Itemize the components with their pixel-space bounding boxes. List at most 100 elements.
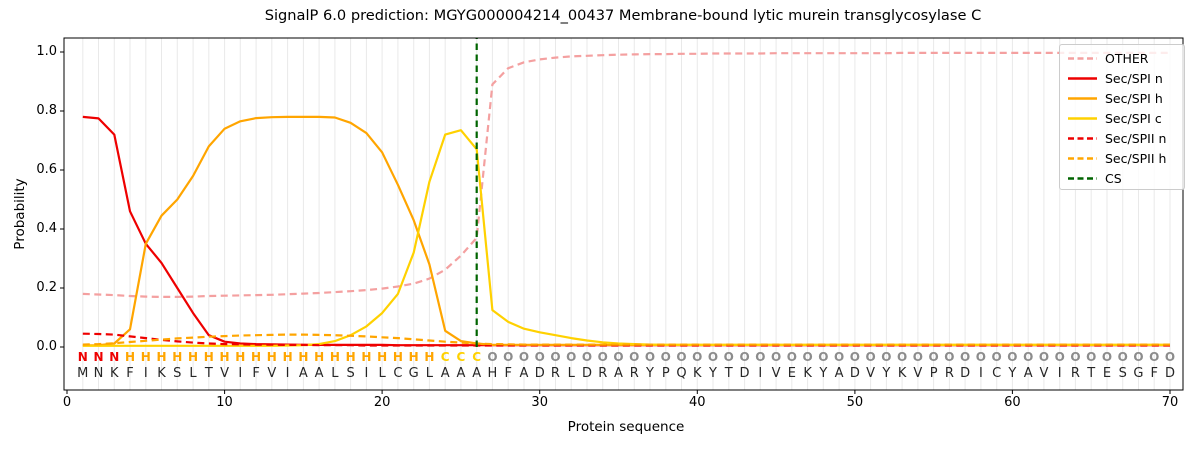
residue-letter: D [960, 366, 971, 381]
residue-region-label: O [1038, 350, 1050, 364]
residue-region-label: H [219, 350, 230, 364]
residue-letter: A [298, 366, 308, 381]
residue-letter: A [834, 366, 844, 381]
residue-region-label: O [487, 350, 498, 364]
legend-label: OTHER [1105, 50, 1149, 66]
residue-letter: S [1118, 366, 1127, 381]
plot-border [63, 37, 1184, 391]
residue-region-label: O [1101, 350, 1113, 364]
legend-item: Sec/SPI h [1060, 88, 1184, 108]
residue-region-label: H [235, 350, 246, 364]
residue-letter: A [472, 366, 482, 381]
residue-letter: I [143, 366, 148, 381]
legend-line-sample [1068, 176, 1097, 180]
residue-letter: I [758, 366, 763, 381]
x-tick-label: 70 [1161, 395, 1179, 410]
residue-letter: R [550, 366, 560, 381]
residue-letter: L [567, 366, 575, 381]
residue-letter: T [1087, 366, 1096, 381]
residue-region-label: O [865, 350, 876, 364]
residue-letter: T [724, 366, 733, 381]
x-tick-label: 40 [688, 395, 706, 410]
series-line-sec-spi-n [82, 115, 1170, 347]
residue-region-label: N [109, 350, 120, 364]
residue-region-label: C [440, 350, 450, 364]
residue-letter: V [913, 366, 923, 381]
y-tick-label: 0.6 [36, 162, 57, 177]
legend: OTHER Sec/SPI n Sec/SPI h Sec/SPI c Sec/SPII… [1059, 44, 1185, 190]
residue-region-label: O [849, 350, 860, 364]
residue-letter: L [331, 366, 339, 381]
residue-letter: R [598, 366, 608, 381]
residue-letter: R [629, 366, 639, 381]
residue-letter: R [1070, 366, 1080, 381]
residue-letter: V [1039, 366, 1049, 381]
legend-item: Sec/SPI n [1060, 68, 1184, 88]
residue-region-label: N [93, 350, 104, 364]
residue-region-label: H [424, 350, 435, 364]
x-tick-label: 60 [1004, 395, 1021, 410]
residue-region-label: O [1023, 350, 1034, 364]
residue-region-label: H [314, 350, 325, 364]
residue-letter: G [1133, 366, 1144, 381]
y-axis-title: Probability [12, 178, 28, 250]
y-tick-label: 0.0 [36, 339, 57, 354]
residue-letter: K [693, 366, 702, 381]
residue-region-label: H [251, 350, 262, 364]
residue-region-label: O [1070, 350, 1081, 364]
residue-letter: E [787, 366, 796, 381]
residue-region-label: H [408, 350, 419, 364]
residue-region-label: O [897, 350, 908, 364]
residue-letter: V [220, 366, 230, 381]
residue-region-label: H [266, 350, 277, 364]
residue-region-label: H [282, 350, 293, 364]
residue-letter: S [173, 366, 182, 381]
residue-region-label: H [124, 350, 136, 364]
legend-item: Sec/SPI c [1060, 108, 1184, 128]
residue-region-label: O [912, 350, 923, 364]
residue-region-label: O [692, 350, 703, 364]
residue-letter: I [1057, 366, 1062, 381]
residue-region-label: O [1054, 350, 1065, 364]
residue-region-label: O [1086, 350, 1097, 364]
residue-letter: Y [819, 366, 828, 381]
y-tick-label: 0.2 [36, 280, 57, 295]
residue-letter: A [519, 366, 529, 381]
residue-region-label: O [975, 350, 986, 364]
residue-region-label: O [960, 350, 971, 364]
residue-letter: A [1023, 366, 1033, 381]
residue-letter: D [1164, 366, 1175, 381]
residue-region-label: O [1117, 350, 1128, 364]
x-tick-label: 0 [62, 395, 72, 410]
residue-letter: E [1102, 366, 1112, 381]
residue-region-label: O [928, 350, 939, 364]
residue-letter: L [425, 366, 434, 381]
x-tick-label: 50 [846, 395, 864, 410]
residue-region-label: H [156, 350, 167, 364]
residue-letter: T [204, 366, 213, 381]
residue-region-label: O [534, 350, 545, 364]
residue-region-label: O [802, 350, 813, 364]
residue-region-label: O [833, 350, 845, 364]
residue-letter: K [803, 366, 812, 381]
residue-letter: M [77, 366, 89, 381]
residue-region-label: O [660, 350, 671, 364]
residue-region-label: O [581, 350, 593, 364]
residue-letter: I [364, 366, 369, 381]
residue-region-label: O [707, 350, 719, 364]
residue-region-label: O [991, 350, 1002, 364]
residue-letter: G [408, 366, 419, 381]
residue-region-label: O [1007, 350, 1018, 364]
series-line-sec-spii-h [82, 333, 1170, 346]
legend-label: Sec/SPI n [1105, 70, 1163, 86]
residue-region-label: O [566, 350, 577, 364]
legend-line-sample [1068, 96, 1097, 100]
residue-letter: K [897, 366, 907, 381]
residue-region-label: O [739, 350, 750, 364]
residue-letter: A [456, 366, 466, 381]
residue-region-label: O [1149, 350, 1160, 364]
legend-item: Sec/SPII n [1060, 128, 1184, 148]
residue-letter: I [285, 366, 290, 381]
